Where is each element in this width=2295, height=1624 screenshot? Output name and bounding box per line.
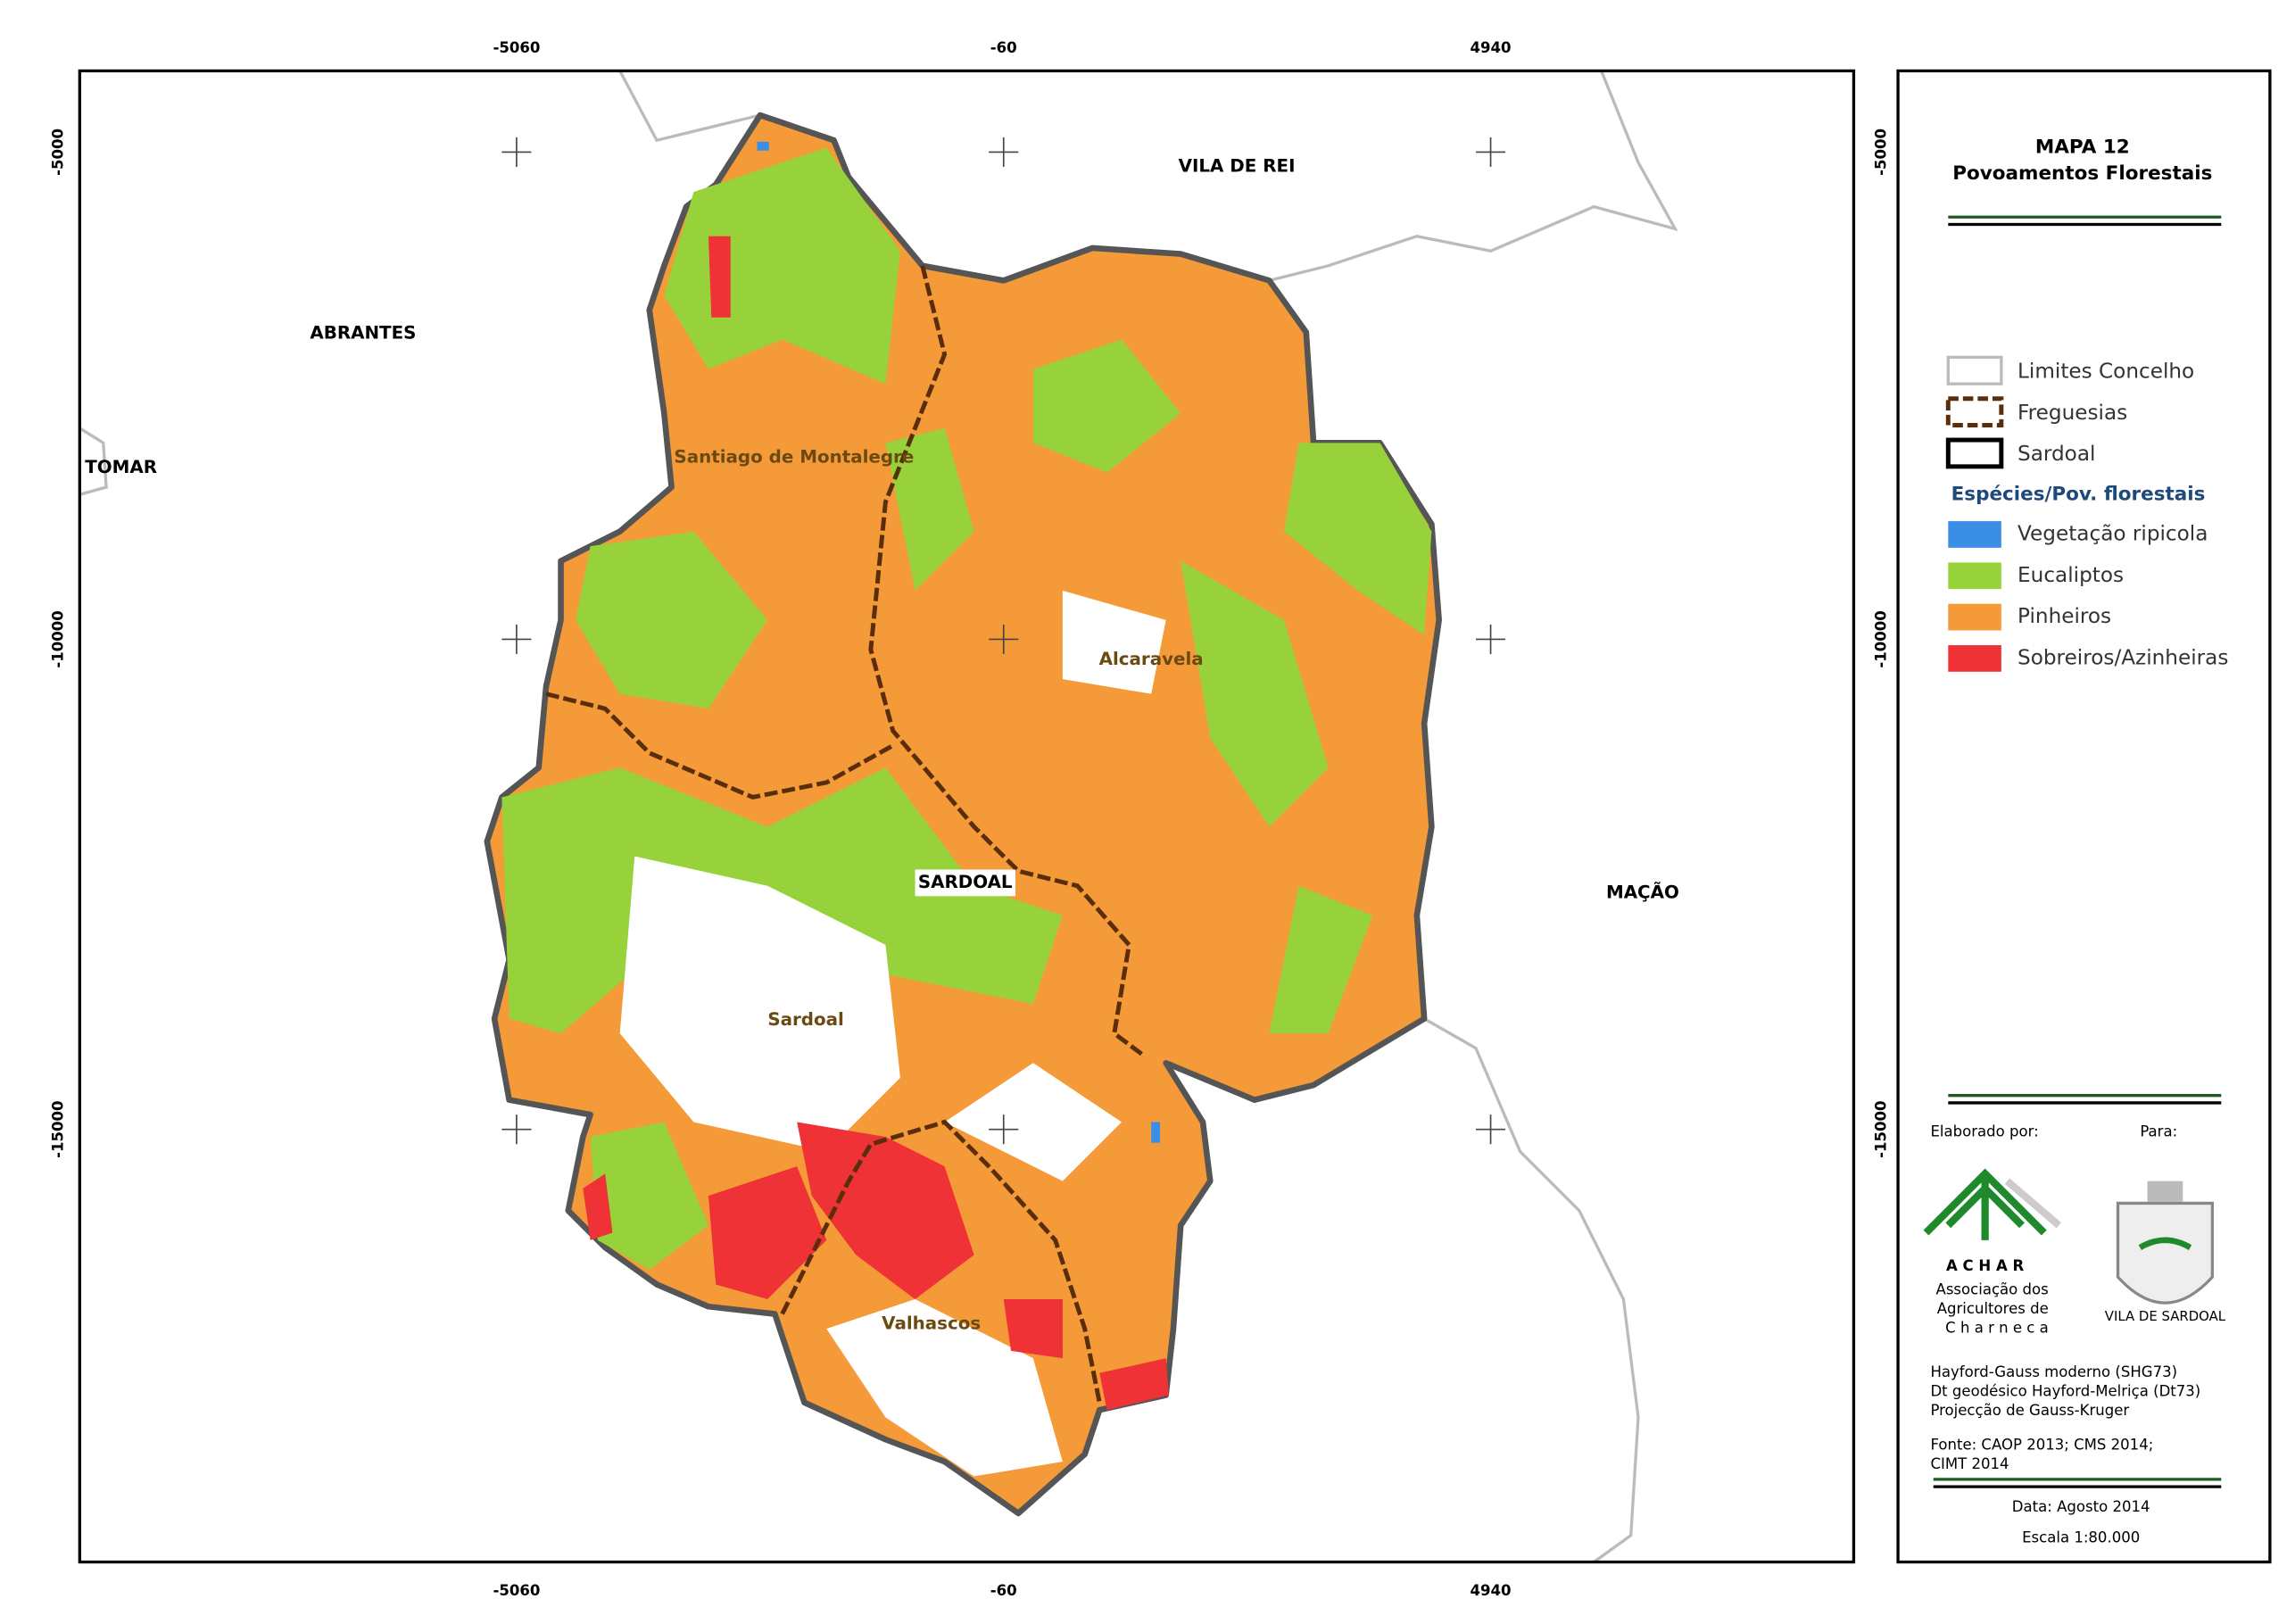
map-frame — [78, 69, 1856, 1564]
credit: A C H A R — [1946, 1257, 2025, 1274]
eucalyptus-patches — [501, 147, 1432, 1270]
grid-crosses — [501, 137, 1506, 1145]
tick-label: -5060 — [493, 1582, 540, 1599]
legend-label: Vegetação ripicola — [2017, 522, 2208, 545]
legend-label: Eucaliptos — [2017, 564, 2124, 587]
credit: Fonte: CAOP 2013; CMS 2014; — [1930, 1436, 2153, 1453]
legend-swatch — [1945, 437, 2004, 469]
credit: Associação dos — [1936, 1281, 2049, 1298]
parish-label: Valhascos — [882, 1313, 981, 1334]
legend-swatch — [1948, 562, 2001, 590]
legend-label: Sobreiros/Azinheiras — [2017, 646, 2228, 669]
legend-swatch — [1948, 603, 2001, 631]
tick-label: -15000 — [50, 1101, 67, 1158]
tick-label: -60 — [990, 1582, 1017, 1599]
credit: Agricultores de — [1937, 1300, 2049, 1317]
credit: Escala 1:80.000 — [2022, 1529, 2140, 1546]
parish-label: Sardoal — [767, 1009, 843, 1030]
tick-label: -10000 — [1872, 610, 1889, 667]
open-land — [619, 590, 1166, 1477]
tick-label: -15000 — [1872, 1101, 1889, 1158]
legend-swatch — [1948, 521, 2001, 548]
credit: Hayford-Gauss moderno (SHG73) — [1930, 1363, 2177, 1380]
separators — [1933, 215, 2222, 1488]
legend-label: Pinheiros — [2017, 605, 2111, 628]
place-label: TOMAR — [85, 457, 157, 477]
parish-boundaries — [545, 265, 1146, 1404]
place-label: VILA DE REI — [1179, 155, 1296, 176]
species-legend: Vegetação ripicola Eucaliptos Pinheiros Sob… — [1948, 521, 2228, 672]
place-label: SARDOAL — [918, 872, 1013, 892]
place-label: ABRANTES — [310, 322, 416, 343]
place-label: MAÇÃO — [1606, 881, 1679, 902]
tick-label: 4940 — [1471, 1582, 1512, 1599]
parish-label: Santiago de Montalegre — [674, 446, 914, 467]
legend-heading: Espécies/Pov. florestais — [1951, 483, 2206, 505]
tick-label: -60 — [990, 39, 1017, 56]
credit: Elaborado por: — [1930, 1123, 2038, 1140]
legend-label: Freguesias — [2017, 402, 2127, 425]
achar-logo — [1923, 1168, 2062, 1240]
label-box — [915, 869, 1015, 897]
legend-label: Limites Concelho — [2017, 360, 2194, 383]
credit: CIMT 2014 — [1930, 1455, 2009, 1472]
credit: Data: Agosto 2014 — [2012, 1498, 2150, 1515]
credit: C h a r n e c a — [1945, 1320, 2049, 1337]
title: MAPA 12 — [2035, 136, 2130, 158]
credit: Dt geodésico Hayford-Melriça (Dt73) — [1930, 1383, 2200, 1400]
tick-label: -5000 — [1872, 128, 1889, 176]
tick-label: -10000 — [50, 610, 67, 667]
credit: VILA DE SARDOAL — [2105, 1308, 2226, 1324]
tick-label: 4940 — [1471, 39, 1512, 56]
cork-oak-patches — [583, 236, 1169, 1411]
legend-swatch — [1948, 645, 2001, 672]
riparian-patches — [757, 141, 1161, 1143]
legend-swatch — [1946, 355, 2003, 385]
legend-swatch — [1945, 396, 2004, 427]
neighbour-borders — [79, 70, 1678, 1563]
tick-label: -5060 — [493, 39, 540, 56]
credit: Para: — [2140, 1123, 2177, 1140]
legend-label: Sardoal — [2017, 443, 2095, 466]
credit: Projecção de Gauss-Kruger — [1930, 1402, 2129, 1419]
crest — [2116, 1181, 2215, 1305]
legend-panel — [1896, 69, 2272, 1564]
tick-label: -5000 — [50, 128, 67, 176]
parish-label: Alcaravela — [1099, 649, 1204, 669]
subtitle: Povoamentos Florestais — [1952, 162, 2212, 185]
